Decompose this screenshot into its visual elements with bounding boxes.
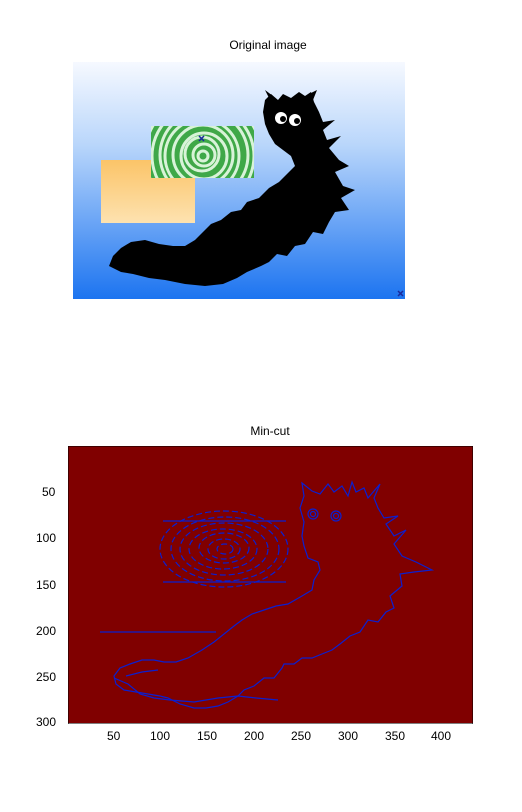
seed-marker-x xyxy=(198,135,404,297)
x-tick-400: 400 xyxy=(431,729,452,743)
y-tick-200: 200 xyxy=(36,624,57,638)
x-tick-200: 200 xyxy=(244,729,265,743)
x-tick-100: 100 xyxy=(150,729,171,743)
y-tick-50: 50 xyxy=(42,485,56,499)
original-image-panel xyxy=(73,62,405,299)
y-tick-300: 300 xyxy=(36,715,57,729)
y-tick-100: 100 xyxy=(36,531,57,545)
x-tick-350: 350 xyxy=(385,729,406,743)
original-image-title: Original image xyxy=(229,38,307,52)
contour-spiral xyxy=(159,510,289,588)
mincut-title: Min-cut xyxy=(250,424,290,438)
x-tick-50: 50 xyxy=(107,729,121,743)
mincut-plot xyxy=(68,446,473,724)
mincut-background xyxy=(68,446,473,723)
x-tick-250: 250 xyxy=(291,729,312,743)
caterpillar-eyes xyxy=(275,112,301,126)
y-tick-250: 250 xyxy=(36,670,57,684)
y-tick-150: 150 xyxy=(36,578,57,592)
x-tick-300: 300 xyxy=(338,729,359,743)
contour-eyes xyxy=(307,508,342,522)
mincut-contour xyxy=(100,480,435,709)
caterpillar xyxy=(109,92,355,286)
x-tick-150: 150 xyxy=(197,729,218,743)
